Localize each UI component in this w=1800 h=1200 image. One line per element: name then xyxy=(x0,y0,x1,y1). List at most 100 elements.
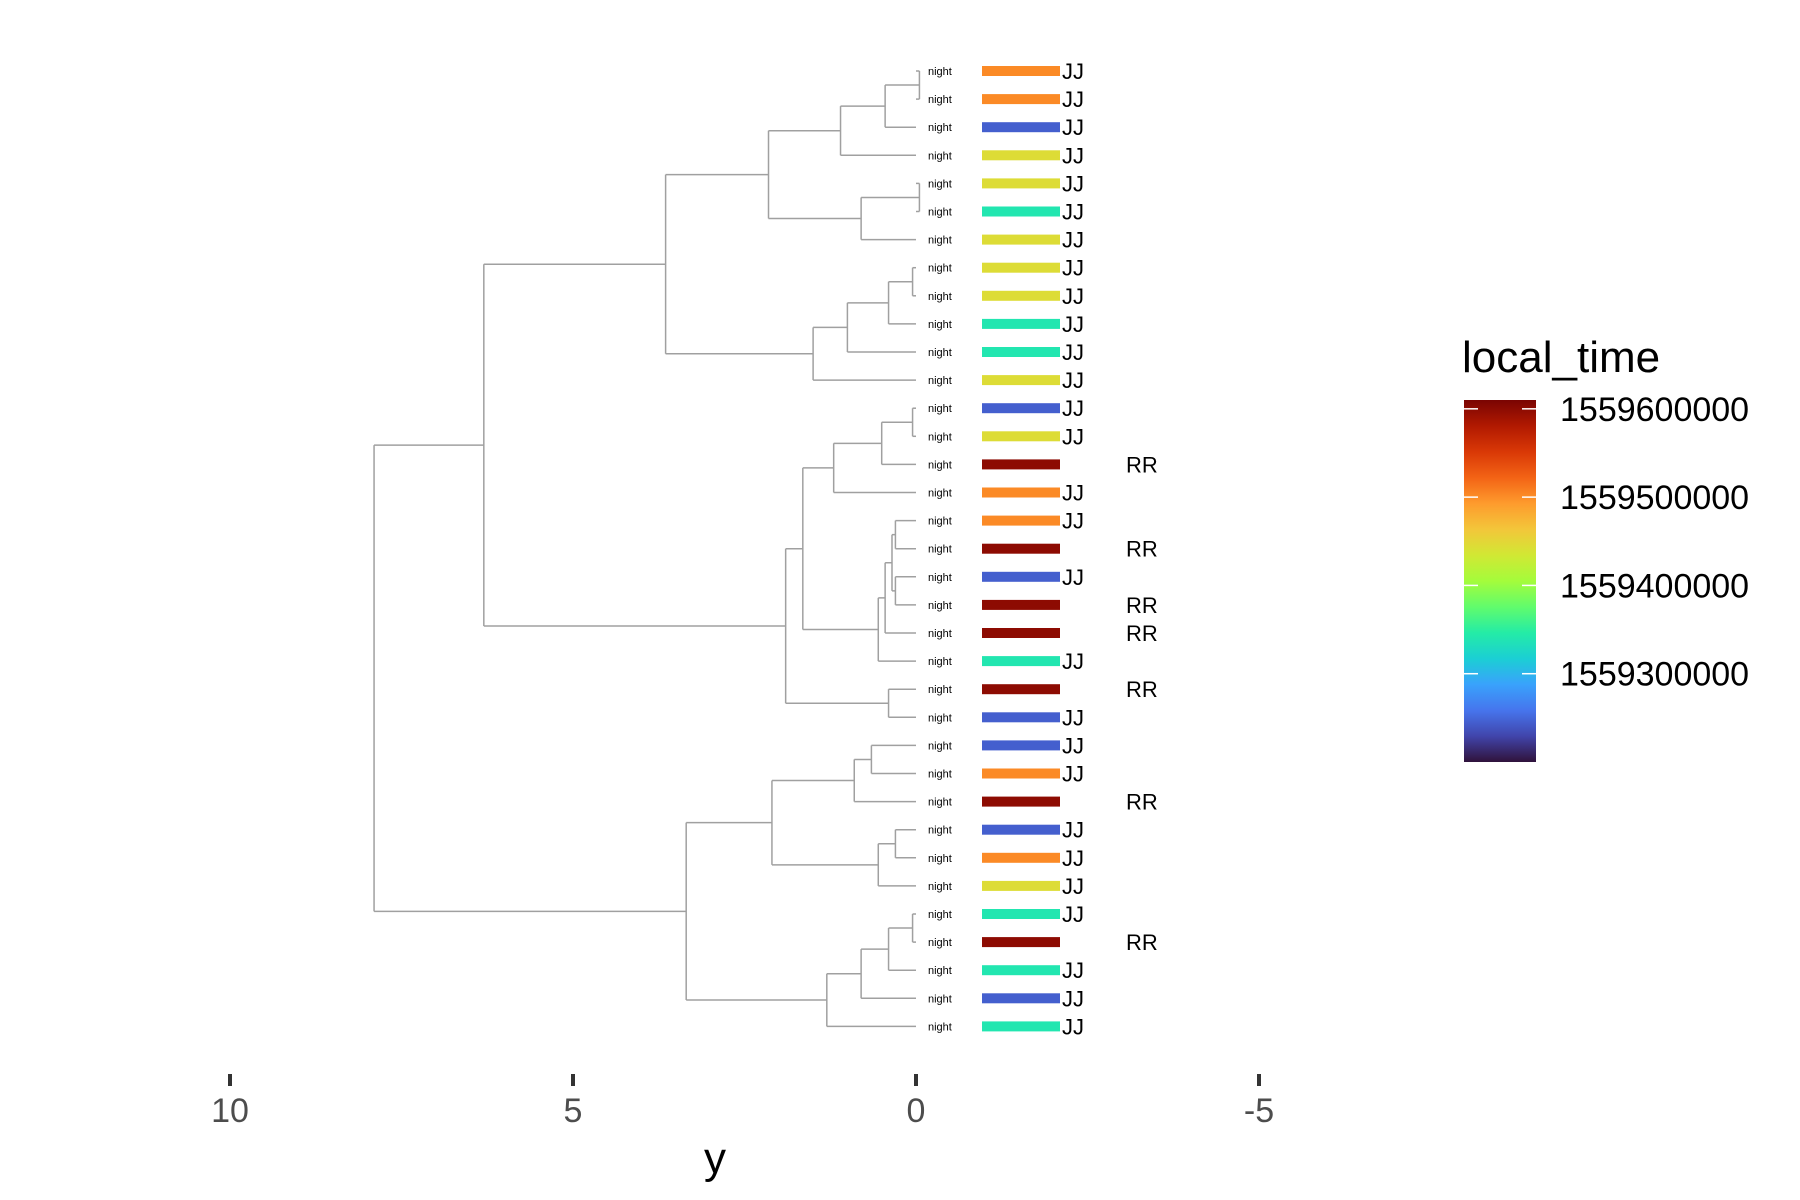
group-label: JJ xyxy=(1062,284,1084,309)
local-time-bar xyxy=(982,94,1060,105)
local-time-bar xyxy=(982,599,1060,610)
group-label: RR xyxy=(1126,593,1158,618)
local-time-bar xyxy=(982,712,1060,723)
group-label: JJ xyxy=(1062,902,1084,927)
group-label: JJ xyxy=(1062,424,1084,449)
leaf-label: night xyxy=(928,881,952,893)
leaf-label: night xyxy=(928,488,952,500)
local-time-bar xyxy=(982,543,1060,554)
group-label: JJ xyxy=(1062,874,1084,899)
group-label: RR xyxy=(1126,677,1158,702)
colorbar-label: 1559600000 xyxy=(1560,391,1749,429)
leaf-label: night xyxy=(928,516,952,528)
group-label: JJ xyxy=(1062,396,1084,421)
leaf-label: night xyxy=(928,684,952,696)
group-label: RR xyxy=(1126,790,1158,815)
local-time-bar xyxy=(982,206,1060,217)
leaf-marks: night JJ night JJ night JJ night JJ night JJ night… xyxy=(928,59,1158,1039)
leaf-label: night xyxy=(928,431,952,443)
local-time-bar xyxy=(982,880,1060,891)
leaf-label: night xyxy=(928,909,952,921)
dendrogram-branches xyxy=(373,70,921,1028)
leaf-label: night xyxy=(928,965,952,977)
group-label: JJ xyxy=(1062,256,1084,281)
leaf-label: night xyxy=(928,825,952,837)
local-time-bar xyxy=(982,628,1060,638)
leaf-label: night xyxy=(928,628,952,640)
local-time-bar xyxy=(982,66,1060,76)
x-tick-label: 10 xyxy=(211,1092,249,1130)
leaf-label: night xyxy=(928,207,952,219)
local-time-bar xyxy=(982,262,1060,273)
leaf-label: night xyxy=(928,712,952,724)
local-time-bar xyxy=(982,375,1060,386)
legend-title: local_time xyxy=(1462,333,1660,382)
local-time-bar xyxy=(982,852,1060,863)
group-label: JJ xyxy=(1062,509,1084,534)
local-time-bar xyxy=(982,796,1060,807)
local-time-bar xyxy=(982,515,1060,526)
colorbar-ticks: 1559600000 1559500000 1559400000 1559300000 xyxy=(1464,391,1749,694)
local-time-bar xyxy=(982,656,1060,667)
leaf-label: night xyxy=(928,656,952,668)
group-label: JJ xyxy=(1062,228,1084,253)
leaf-label: night xyxy=(928,600,952,612)
leaf-label: night xyxy=(928,797,952,809)
local-time-bar xyxy=(982,290,1060,301)
leaf-label: night xyxy=(928,319,952,331)
leaf-label: night xyxy=(928,263,952,275)
local-time-bar xyxy=(982,824,1060,835)
group-label: JJ xyxy=(1062,59,1084,84)
leaf-label: night xyxy=(928,403,952,415)
group-label: RR xyxy=(1126,930,1158,955)
group-label: RR xyxy=(1126,621,1158,646)
local-time-bar xyxy=(982,347,1060,357)
group-label: JJ xyxy=(1062,986,1084,1011)
local-time-bar xyxy=(982,150,1060,161)
leaf-label: night xyxy=(928,572,952,584)
leaf-label: night xyxy=(928,375,952,387)
legend: local_time 1559600000 1559500000 155940000… xyxy=(1462,333,1749,762)
local-time-bar xyxy=(982,1021,1060,1032)
colorbar-label: 1559500000 xyxy=(1560,479,1749,517)
leaf-label: night xyxy=(928,459,952,471)
leaf-label: night xyxy=(928,993,952,1005)
leaf-label: night xyxy=(928,150,952,162)
group-label: JJ xyxy=(1062,481,1084,506)
local-time-bar xyxy=(982,234,1060,245)
group-label: JJ xyxy=(1062,733,1084,758)
group-label: JJ xyxy=(1062,143,1084,168)
group-label: JJ xyxy=(1062,200,1084,225)
local-time-bar xyxy=(982,459,1060,470)
x-tick-label: 5 xyxy=(564,1092,583,1130)
group-label: JJ xyxy=(1062,958,1084,983)
leaf-label: night xyxy=(928,769,952,781)
local-time-bar xyxy=(982,684,1060,695)
local-time-bar xyxy=(982,768,1060,779)
leaf-label: night xyxy=(928,937,952,949)
leaf-label: night xyxy=(928,66,952,78)
local-time-bar xyxy=(982,965,1060,976)
local-time-bar xyxy=(982,993,1060,1004)
group-label: JJ xyxy=(1062,762,1084,787)
group-label: JJ xyxy=(1062,846,1084,871)
local-time-bar xyxy=(982,403,1060,414)
x-tick-label: 0 xyxy=(907,1092,926,1130)
group-label: RR xyxy=(1126,537,1158,562)
leaf-label: night xyxy=(928,853,952,865)
leaf-label: night xyxy=(928,235,952,247)
leaf-label: night xyxy=(928,178,952,190)
group-label: JJ xyxy=(1062,171,1084,196)
colorbar-label: 1559400000 xyxy=(1560,567,1749,605)
group-label: JJ xyxy=(1062,115,1084,140)
local-time-bar xyxy=(982,122,1060,133)
group-label: RR xyxy=(1126,452,1158,477)
group-label: JJ xyxy=(1062,368,1084,393)
leaf-label: night xyxy=(928,544,952,556)
x-tick-label: -5 xyxy=(1244,1092,1274,1130)
group-label: JJ xyxy=(1062,705,1084,730)
leaf-label: night xyxy=(928,347,952,359)
group-label: JJ xyxy=(1062,1014,1084,1039)
x-axis: 10 5 0 -5 xyxy=(211,1074,1274,1130)
